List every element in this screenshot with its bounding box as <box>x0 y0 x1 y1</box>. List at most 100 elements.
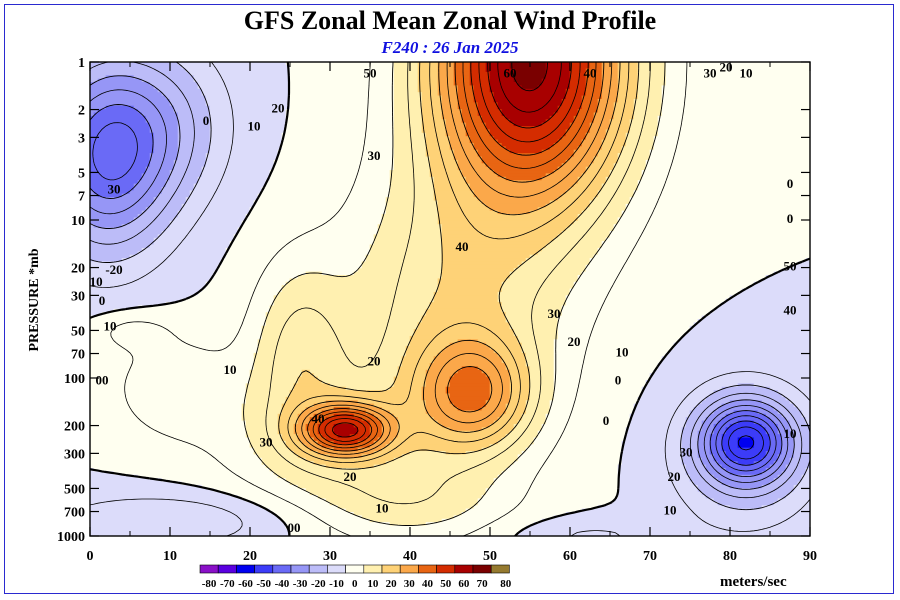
contour-fill-cell <box>441 268 515 273</box>
contour-fill-cell <box>637 78 667 83</box>
contour-fill-cell <box>213 488 307 493</box>
y-tick-label: 7 <box>78 190 85 205</box>
contour-fill-cell <box>481 159 567 164</box>
contour-fill-cell <box>577 275 767 279</box>
contour-fill-cell <box>493 136 563 141</box>
contour-fill-cell <box>393 437 503 442</box>
contour-fill-cell <box>389 183 435 188</box>
contour-fill-cell <box>489 85 523 90</box>
contour-fill-cell <box>537 434 627 439</box>
contour-fill-cell <box>761 400 791 405</box>
contour-fill-cell <box>505 467 619 472</box>
contour-fill-cell <box>573 153 599 158</box>
contour-fill-cell <box>301 369 311 374</box>
contour-fill-cell <box>90 339 259 344</box>
contour-fill-cell <box>665 62 810 66</box>
contour-fill-cell <box>481 407 507 412</box>
contour-fill-cell <box>725 427 767 432</box>
contour-line <box>511 62 548 92</box>
contour-fill-cell <box>521 451 623 456</box>
contour-fill-cell <box>305 407 335 412</box>
contour-fill-cell <box>197 85 291 90</box>
contour-fill-cell <box>681 454 699 459</box>
contour-fill-cell <box>585 68 603 73</box>
contour-fill-cell <box>221 261 363 266</box>
contour-fill-cell <box>329 383 395 388</box>
contour-fill-cell <box>621 444 683 449</box>
contour-fill-cell <box>421 393 451 398</box>
contour-fill-cell <box>613 112 635 117</box>
contour-label: -20 <box>105 262 122 277</box>
contour-fill-cell <box>90 484 203 489</box>
contour-fill-cell <box>581 98 599 103</box>
contour-fill-cell <box>485 488 619 493</box>
contour-fill-cell <box>349 434 371 439</box>
colorbar-swatch <box>290 564 310 574</box>
contour-fill-cell <box>445 122 467 127</box>
contour-fill-cell <box>169 173 203 178</box>
contour-fill-cell <box>90 423 247 428</box>
contour-fill-cell <box>725 467 767 472</box>
contour-fill-cell <box>145 119 179 124</box>
contour-fill-cell <box>253 356 403 361</box>
contour-fill-cell <box>521 417 547 422</box>
contour-fill-cell <box>465 132 491 137</box>
contour-fill-cell <box>597 102 615 107</box>
contour-fill-cell <box>701 420 719 425</box>
contour-fill-cell <box>161 92 203 97</box>
contour-fill-cell <box>609 501 719 506</box>
contour-fill-cell <box>625 437 683 442</box>
contour-fill-cell <box>205 156 279 161</box>
contour-fill-cell <box>569 156 595 161</box>
contour-fill-cell <box>193 183 267 188</box>
contour-label: 30 <box>680 444 693 459</box>
contour-fill-cell <box>481 427 515 432</box>
contour-fill-cell <box>325 400 359 405</box>
contour-fill-cell <box>461 109 479 114</box>
contour-fill-cell <box>373 413 395 418</box>
contour-fill-cell <box>285 444 307 449</box>
contour-fill-cell <box>661 88 810 93</box>
contour-line-dashed <box>90 62 803 499</box>
contour-fill-cell <box>293 383 331 388</box>
contour-fill-cell <box>289 75 395 80</box>
contour-fill-cell <box>261 329 415 334</box>
contour-fill-cell <box>777 410 803 415</box>
contour-fill-cell <box>90 393 247 398</box>
contour-fill-cell <box>369 423 383 428</box>
contour-fill-cell <box>457 159 483 164</box>
contour-fill-cell <box>177 156 207 161</box>
contour-fill-cell <box>565 302 723 307</box>
contour-fill-cell <box>625 430 683 435</box>
contour-fill-cell <box>277 515 363 520</box>
contour-fill-cell <box>633 102 663 107</box>
contour-fill-cell <box>553 373 651 378</box>
contour-fill-cell <box>481 115 507 120</box>
contour-fill-cell <box>637 68 667 73</box>
contour-fill-cell <box>385 444 491 449</box>
contour-label: 40 <box>456 239 469 254</box>
contour-fill-cell <box>389 170 431 175</box>
y-tick-label: 300 <box>64 447 85 462</box>
contour-fill-cell <box>90 176 143 181</box>
contour-fill-cell <box>90 295 191 300</box>
contour-fill-cell <box>233 234 375 239</box>
contour-fill-cell <box>509 322 559 327</box>
contour-fill-cell <box>149 122 179 127</box>
contour-fill-cell <box>613 224 810 229</box>
contour-fill-cell <box>493 170 555 175</box>
contour-line <box>90 104 783 478</box>
contour-fill-cell <box>553 142 583 147</box>
contour-label: 10 <box>104 319 117 334</box>
contour-fill-cell <box>473 85 491 90</box>
contour-fill-cell <box>557 332 687 337</box>
contour-fill-cell <box>517 420 547 425</box>
contour-fill-cell <box>273 166 395 171</box>
contour-fill-cell <box>585 264 791 269</box>
colorbar-level-label: -70 <box>220 578 235 590</box>
contour-fill-cell <box>637 400 703 405</box>
contour-fill-cell <box>90 376 251 381</box>
contour-fill-cell <box>401 356 435 361</box>
contour-fill-cell <box>437 281 503 286</box>
contour-fill-cell <box>177 112 211 117</box>
